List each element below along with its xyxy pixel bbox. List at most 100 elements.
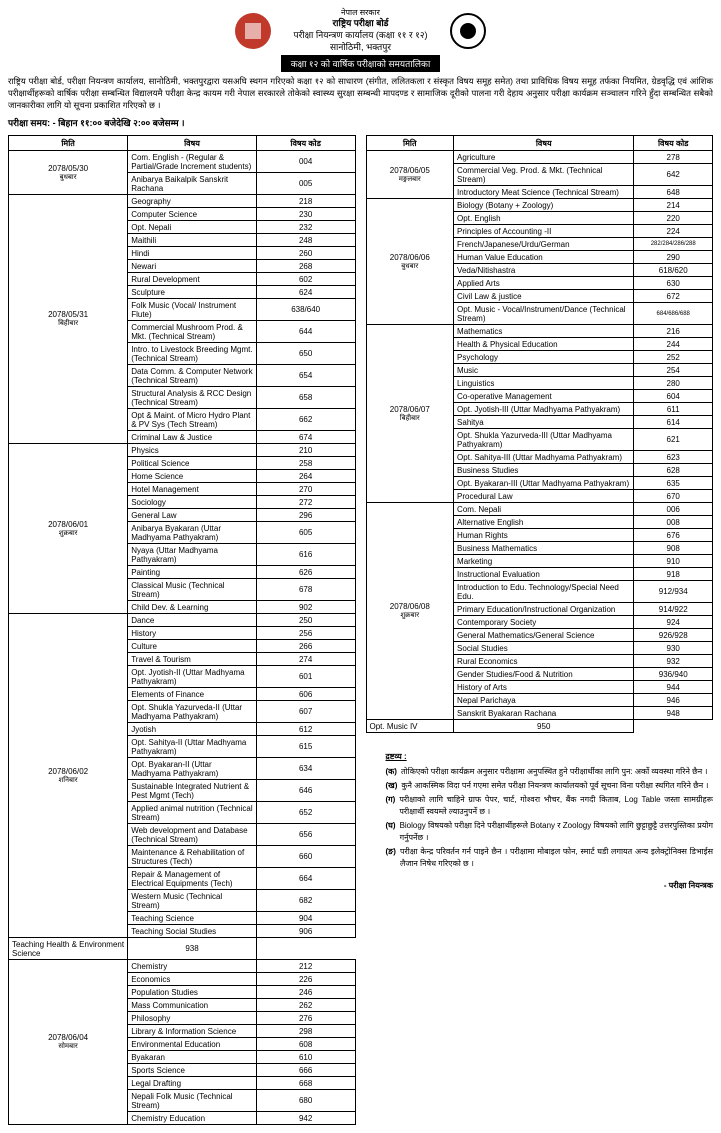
subject-cell: Opt. Sahitya-III (Uttar Madhyama Pathyak…: [454, 451, 634, 464]
code-cell: 610: [256, 1051, 355, 1064]
code-cell: 282/284/286/288: [634, 238, 713, 251]
exam-time: परीक्षा समय: - बिहान ११:०० बजेदेखि २:०० …: [8, 116, 713, 129]
note-item: (ख)कुनै आकस्मिक विदा पर्न गएमा समेत परीक…: [386, 780, 714, 792]
date-cell: 2078/06/06बुधबार: [366, 199, 454, 325]
code-cell: 258: [256, 457, 355, 470]
table-row: 2078/06/07बिहीबारMathematics216: [366, 325, 713, 338]
col-date: मिति: [9, 136, 128, 151]
code-cell: 914/922: [634, 603, 713, 616]
code-cell: 250: [256, 614, 355, 627]
code-cell: 006: [634, 503, 713, 516]
code-cell: 950: [454, 720, 634, 733]
subject-cell: Business Mathematics: [454, 542, 634, 555]
note-item: (क)तोकिएको परीक्षा कार्यक्रम अनुसार परीक…: [386, 766, 714, 778]
subject-cell: Gender Studies/Food & Nutrition: [454, 668, 634, 681]
code-cell: 611: [634, 403, 713, 416]
date-cell: 2078/06/05मङ्गलबार: [366, 151, 454, 199]
subject-cell: Linguistics: [454, 377, 634, 390]
subject-cell: History: [128, 627, 257, 640]
subject-cell: Veda/Nitishastra: [454, 264, 634, 277]
subject-cell: Human Value Education: [454, 251, 634, 264]
code-cell: 220: [634, 212, 713, 225]
code-cell: 232: [256, 221, 355, 234]
subject-cell: Commercial Veg. Prod. & Mkt. (Technical …: [454, 164, 634, 186]
code-cell: 676: [634, 529, 713, 542]
subject-cell: Rural Development: [128, 273, 257, 286]
subject-cell: Music: [454, 364, 634, 377]
table-row: 2078/06/05मङ्गलबारAgriculture278: [366, 151, 713, 164]
subject-cell: Instructional Evaluation: [454, 568, 634, 581]
subject-cell: Com. Nepali: [454, 503, 634, 516]
code-cell: 005: [256, 173, 355, 195]
code-cell: 902: [256, 601, 355, 614]
note-item: (ङ)परीक्षा केन्द्र परिवर्तन गर्न पाइने छ…: [386, 846, 714, 870]
subject-cell: Biology (Botany + Zoology): [454, 199, 634, 212]
subject-cell: Contemporary Society: [454, 616, 634, 629]
date-cell: 2078/06/01शुक्रबार: [9, 444, 128, 614]
subject-cell: Opt. Byakaran-III (Uttar Madhyama Pathya…: [454, 477, 634, 490]
code-cell: 008: [634, 516, 713, 529]
header-line2: राष्ट्रिय परीक्षा बोर्ड: [293, 18, 427, 30]
code-cell: 606: [256, 688, 355, 701]
table-row: 2078/05/31बिहीबारGeography218: [9, 195, 356, 208]
code-cell: 654: [256, 365, 355, 387]
notes-title: द्रष्टव्य :: [386, 751, 714, 763]
subject-cell: Painting: [128, 566, 257, 579]
code-cell: 926/928: [634, 629, 713, 642]
subject-cell: Opt. English: [454, 212, 634, 225]
subject-cell: Alternative English: [454, 516, 634, 529]
header-line4: सानोठिमी, भक्तपुर: [293, 42, 427, 54]
code-cell: 624: [256, 286, 355, 299]
subject-cell: Com. English - (Regular & Partial/Grade …: [128, 151, 257, 173]
code-cell: 218: [256, 195, 355, 208]
code-cell: 635: [634, 477, 713, 490]
subject-cell: Principles of Accounting -II: [454, 225, 634, 238]
subject-cell: Maintenance & Rehabilitation of Structur…: [128, 846, 257, 868]
subject-cell: Child Dev. & Learning: [128, 601, 257, 614]
subject-cell: Opt. Nepali: [128, 221, 257, 234]
code-cell: 946: [634, 694, 713, 707]
subject-cell: Library & Information Science: [128, 1025, 257, 1038]
subject-cell: Health & Physical Education: [454, 338, 634, 351]
code-cell: 682: [256, 890, 355, 912]
code-cell: 944: [634, 681, 713, 694]
col-subject: विषय: [454, 136, 634, 151]
subject-cell: Marketing: [454, 555, 634, 568]
code-cell: 280: [634, 377, 713, 390]
code-cell: 602: [256, 273, 355, 286]
code-cell: 658: [256, 387, 355, 409]
subject-cell: Opt. Music - Vocal/Instrument/Dance (Tec…: [454, 303, 634, 325]
subject-cell: Opt. Byakaran-II (Uttar Madhyama Pathyak…: [128, 758, 257, 780]
subject-cell: Chemistry Education: [128, 1112, 257, 1125]
code-cell: 650: [256, 343, 355, 365]
subject-cell: Home Science: [128, 470, 257, 483]
subject-cell: Nyaya (Uttar Madhyama Pathyakram): [128, 544, 257, 566]
subject-cell: Western Music (Technical Stream): [128, 890, 257, 912]
code-cell: 906: [256, 925, 355, 938]
code-cell: 908: [634, 542, 713, 555]
code-cell: 662: [256, 409, 355, 431]
subject-cell: Hindi: [128, 247, 257, 260]
subject-cell: Maithili: [128, 234, 257, 247]
code-cell: 268: [256, 260, 355, 273]
code-cell: 932: [634, 655, 713, 668]
subject-cell: Social Studies: [454, 642, 634, 655]
subject-cell: Opt & Maint. of Micro Hydro Plant & PV S…: [128, 409, 257, 431]
subject-cell: Elements of Finance: [128, 688, 257, 701]
code-cell: 623: [634, 451, 713, 464]
code-cell: 226: [256, 973, 355, 986]
code-cell: 918: [634, 568, 713, 581]
schedule-columns: मिति विषय विषय कोड 2078/05/30बुधबारCom. …: [8, 135, 713, 1125]
subject-cell: Physics: [128, 444, 257, 457]
subject-cell: Opt. Sahitya-II (Uttar Madhyama Pathyakr…: [128, 736, 257, 758]
code-cell: 254: [634, 364, 713, 377]
code-cell: 216: [634, 325, 713, 338]
code-cell: 674: [256, 431, 355, 444]
code-cell: 648: [634, 186, 713, 199]
code-cell: 678: [256, 579, 355, 601]
subject-cell: Economics: [128, 973, 257, 986]
subject-cell: Repair & Management of Electrical Equipm…: [128, 868, 257, 890]
code-cell: 244: [634, 338, 713, 351]
code-cell: 264: [256, 470, 355, 483]
subject-cell: Sahitya: [454, 416, 634, 429]
